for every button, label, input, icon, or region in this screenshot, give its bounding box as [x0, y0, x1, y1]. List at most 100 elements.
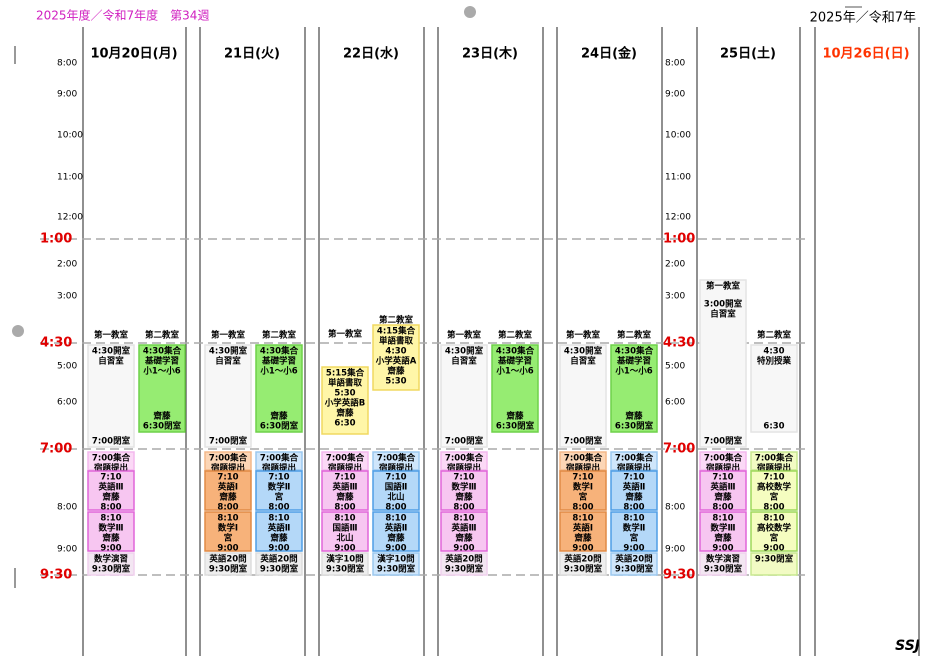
block-text: 5:30 [334, 389, 355, 399]
block-text: 齋藤 [335, 408, 354, 419]
block-text: 宿題提出 [94, 463, 128, 474]
block-text: 9:30閉室 [326, 564, 365, 575]
class-block [559, 470, 607, 511]
block-text: 英語Ⅱ [622, 482, 646, 493]
block-text: 6:30 [334, 419, 355, 429]
block-text: 9:00 [334, 544, 355, 554]
class-block [440, 511, 488, 552]
block-text: 自習室 [98, 356, 124, 367]
class-block [372, 324, 420, 391]
block-text: 7:10 [100, 473, 121, 483]
class-block [255, 552, 303, 576]
class-block [204, 470, 252, 511]
block-text: 8:10 [268, 514, 289, 524]
block-text: 8:10 [385, 514, 406, 524]
time-label: 2:00 [57, 260, 77, 270]
block-text: 6:30 [763, 422, 784, 432]
class-block [440, 552, 488, 576]
block-text: 英語Ⅰ [217, 482, 238, 493]
block-text: 9:30閉室 [209, 564, 248, 575]
block-text: 7:00閉室 [92, 436, 131, 447]
time-label: 6:00 [57, 398, 77, 408]
class-block [321, 511, 369, 552]
block-text: 数学演習 [706, 554, 740, 565]
block-text: 9:00 [100, 544, 121, 554]
block-text: 齋藤 [713, 492, 732, 503]
time-label: 8:00 [665, 59, 685, 69]
class-block [610, 344, 658, 433]
block-text: 英語Ⅲ [331, 482, 357, 493]
block-text: 9:00 [217, 544, 238, 554]
block-text: 宮 [770, 492, 779, 503]
block-text: 7:00閉室 [445, 436, 484, 447]
block-text: 高校数学 [757, 482, 792, 493]
block-text: 基礎学習 [497, 356, 532, 367]
class-block [321, 366, 369, 435]
class-block [204, 511, 252, 552]
block-text: 4:30 [385, 347, 406, 357]
block-text: 宮 [224, 533, 233, 544]
time-label: 1:00 [663, 232, 695, 247]
time-label: 1:00 [40, 232, 72, 247]
block-text: 4:30開室 [209, 346, 248, 357]
block-text: 9:00 [268, 544, 289, 554]
block-text: 4:30集合 [143, 346, 182, 357]
block-text: 9:30閉室 [564, 564, 603, 575]
block-text: 英語Ⅲ [450, 523, 476, 534]
block-text: 数学Ⅲ [710, 523, 735, 534]
room-label: 第一教室 [211, 330, 246, 341]
time-label: 7:00 [663, 442, 695, 457]
class-block [610, 470, 658, 511]
block-text: 特別授業 [757, 356, 792, 367]
class-block [440, 470, 488, 511]
day-header: 21日(火) [224, 47, 280, 62]
block-text: 5:15集合 [326, 368, 365, 379]
block-text: 英語20問 [563, 554, 601, 565]
block-text: 9:30閉室 [92, 564, 131, 575]
class-block [87, 451, 135, 471]
block-text: 7:00集合 [704, 453, 743, 464]
class-block [699, 451, 747, 471]
block-text: 英語20問 [259, 554, 297, 565]
block-text: 宿題提出 [757, 463, 791, 474]
block-text: 9:30閉室 [445, 564, 484, 575]
time-label: 8:00 [665, 503, 685, 513]
block-text: 齋藤 [269, 411, 288, 422]
class-block [87, 470, 135, 511]
class-block [750, 344, 798, 433]
class-block [559, 552, 607, 576]
block-text: 齋藤 [386, 533, 405, 544]
block-text: 数学Ⅱ [268, 482, 291, 493]
block-text: 9:30閉室 [260, 564, 299, 575]
block-text: 4:30開室 [564, 346, 603, 357]
block-text: 英語Ⅲ [97, 482, 123, 493]
room-label: 第二教室 [498, 330, 533, 341]
class-block [699, 470, 747, 511]
class-block [750, 552, 798, 576]
block-text: 9:00 [385, 544, 406, 554]
block-text: 国語Ⅱ [385, 482, 408, 493]
room-label: 第一教室 [447, 330, 482, 341]
block-text: 単語書取 [328, 378, 363, 389]
block-text: 8:00 [763, 503, 784, 513]
block-text: 齋藤 [505, 411, 524, 422]
block-text: 7:10 [268, 473, 289, 483]
block-text: 8:00 [453, 503, 474, 513]
block-text: 7:00集合 [209, 453, 248, 464]
block-text: 齋藤 [269, 533, 288, 544]
block-text: 7:00集合 [260, 453, 299, 464]
grid [40, 27, 920, 656]
block-text: 宿題提出 [566, 463, 600, 474]
time-label: 9:00 [57, 545, 77, 555]
class-block [204, 552, 252, 576]
time-label: 12:00 [665, 213, 691, 223]
block-text: 9:00 [572, 544, 593, 554]
block-text: 宿題提出 [211, 463, 245, 474]
block-text: 数学Ⅲ [98, 523, 123, 534]
class-block [372, 511, 420, 552]
block-text: 国語Ⅲ [332, 523, 357, 534]
year-label: 2025年／令和7年 [810, 11, 916, 26]
block-text: 6:30閉室 [615, 421, 654, 432]
block-text: 8:10 [100, 514, 121, 524]
block-text: 8:00 [334, 503, 355, 513]
